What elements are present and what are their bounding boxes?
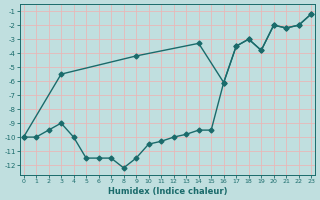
X-axis label: Humidex (Indice chaleur): Humidex (Indice chaleur) <box>108 187 227 196</box>
